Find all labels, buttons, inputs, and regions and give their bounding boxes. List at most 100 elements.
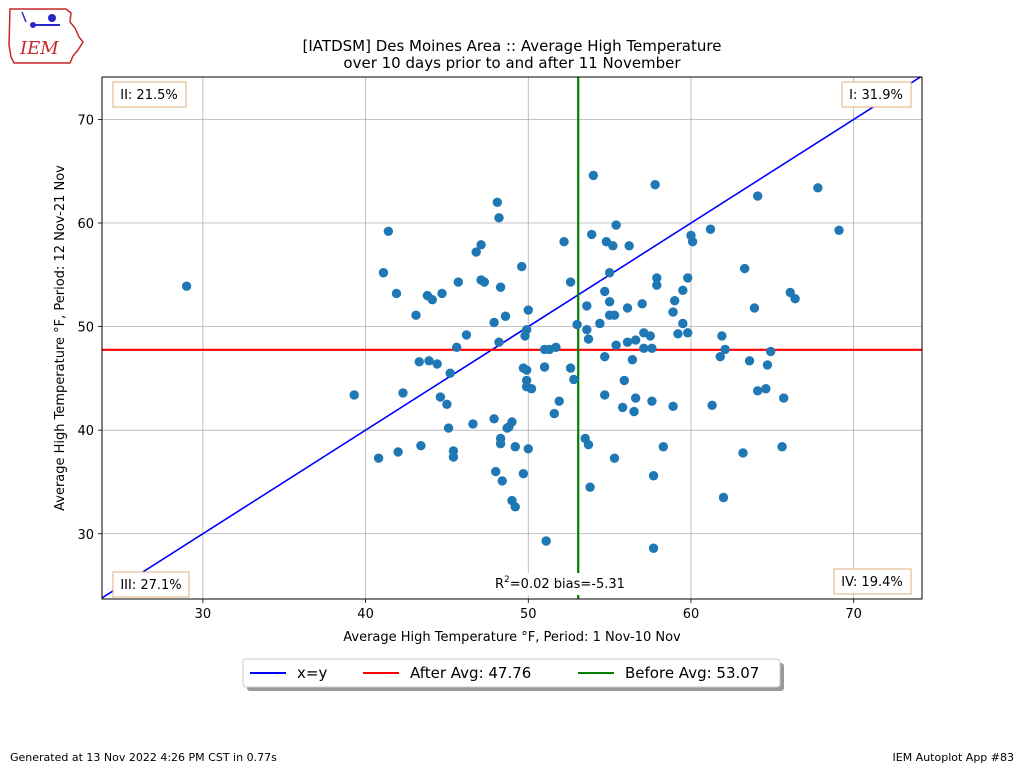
scatter-point xyxy=(645,331,655,341)
plot-frame xyxy=(101,76,923,600)
y-tick-label: 60 xyxy=(77,217,94,232)
scatter-point xyxy=(683,328,693,338)
stats-superscript: 2 xyxy=(504,575,510,585)
scatter-point xyxy=(609,310,620,320)
scatter-point xyxy=(834,225,844,235)
scatter-point xyxy=(668,401,678,412)
scatter-point xyxy=(565,363,576,373)
scatter-point xyxy=(451,342,462,353)
quadrant-text-I: I: 31.9% xyxy=(849,88,903,103)
quadrant-box-II xyxy=(112,81,187,108)
scatter-point xyxy=(411,310,421,320)
scatter-point xyxy=(523,444,533,454)
scatter-point xyxy=(587,229,597,240)
scatter-point xyxy=(622,303,633,313)
scatter-point xyxy=(658,442,669,452)
x-tick-label: 30 xyxy=(195,607,212,622)
scatter-point xyxy=(752,386,763,396)
x-tick-label: 40 xyxy=(357,607,374,622)
scatter-point xyxy=(611,220,621,230)
quadrant-label-II: II: 21.5% xyxy=(112,81,187,108)
scatter-point xyxy=(541,536,551,546)
legend-label-x-eq-y: x=y xyxy=(297,664,327,682)
scatter-point xyxy=(378,268,389,278)
stats-annotation: R2=0.02 bias=-5.31 xyxy=(495,575,625,592)
scatter-point xyxy=(549,408,560,419)
footer-generated: Generated at 13 Nov 2022 4:26 PM CST in … xyxy=(10,751,277,764)
quadrant-text-II: II: 21.5% xyxy=(120,88,177,103)
x-tick-label: 60 xyxy=(683,607,700,622)
legend-label-before: Before Avg: 53.07 xyxy=(625,664,759,682)
scatter-point xyxy=(609,453,620,463)
scatter-point xyxy=(489,414,499,424)
scatter-point xyxy=(738,448,748,458)
scatter-point xyxy=(349,390,359,400)
x-eq-y-line xyxy=(102,77,922,599)
iem-logo: IEM xyxy=(8,8,84,64)
scatter-point xyxy=(720,344,730,355)
plot-content xyxy=(102,77,922,599)
scatter-point xyxy=(424,356,434,366)
scatter-point xyxy=(476,240,486,250)
scatter-point xyxy=(391,288,402,299)
scatter-point xyxy=(443,423,454,433)
scatter-point xyxy=(622,337,633,347)
x-tick-label: 70 xyxy=(845,607,862,622)
scatter-point xyxy=(432,359,442,369)
y-tick-label: 70 xyxy=(77,113,94,128)
quadrant-box-III xyxy=(112,571,190,598)
scatter-point xyxy=(479,277,490,287)
logo-stroke-icon xyxy=(21,11,27,23)
scatter-point xyxy=(608,241,618,251)
quadrant-label-I: I: 31.9% xyxy=(841,81,912,108)
scatter-point xyxy=(497,476,507,486)
scatter-point xyxy=(518,468,529,479)
scatter-point xyxy=(752,191,763,201)
scatter-point xyxy=(650,180,660,190)
scatter-point xyxy=(648,543,659,553)
stats-prefix: R xyxy=(495,577,504,592)
scatter-point xyxy=(461,330,472,340)
y-tick-label: 50 xyxy=(77,321,94,336)
scatter-point xyxy=(491,466,501,477)
quadrant-box-IV xyxy=(833,568,912,595)
scatter-point xyxy=(445,368,455,378)
scatter-point xyxy=(427,294,437,305)
scatter-point xyxy=(554,396,564,406)
scatter-point xyxy=(744,356,755,366)
quadrant-label-III: III: 27.1% xyxy=(112,571,190,598)
scatter-point xyxy=(668,307,678,317)
x-tick-label: 50 xyxy=(520,607,537,622)
scatter-point xyxy=(398,388,408,398)
scatter-point xyxy=(600,351,610,362)
scatter-point xyxy=(639,343,649,354)
quadrant-text-IV: IV: 19.4% xyxy=(841,575,902,590)
scatter-point xyxy=(604,297,615,307)
scatter-point xyxy=(678,318,688,329)
stats-bg xyxy=(490,573,642,595)
scatter-point xyxy=(437,288,447,299)
scatter-point xyxy=(551,342,561,353)
scatter-point xyxy=(414,357,424,367)
scatter-point xyxy=(678,285,688,296)
footer-app: IEM Autoplot App #83 xyxy=(892,751,1015,764)
scatter-point xyxy=(526,384,537,394)
scatter-point xyxy=(624,241,634,251)
stats-text: =0.02 bias=-5.31 xyxy=(510,577,625,592)
scatter-point xyxy=(687,236,698,247)
scatter-point xyxy=(813,183,823,193)
logo-circle-icon xyxy=(48,14,56,22)
scatter-point xyxy=(715,351,725,362)
scatter-point xyxy=(585,482,595,492)
iowa-outline-icon xyxy=(8,8,84,64)
scatter-point xyxy=(637,299,647,309)
scatter-point xyxy=(569,374,579,385)
scatter-point xyxy=(777,442,787,452)
scatter-point xyxy=(373,453,384,463)
legend-box xyxy=(242,658,781,688)
scatter-point xyxy=(652,273,662,283)
scatter-point xyxy=(647,343,657,354)
scatter-point xyxy=(765,346,776,357)
scatter-point xyxy=(523,305,533,315)
